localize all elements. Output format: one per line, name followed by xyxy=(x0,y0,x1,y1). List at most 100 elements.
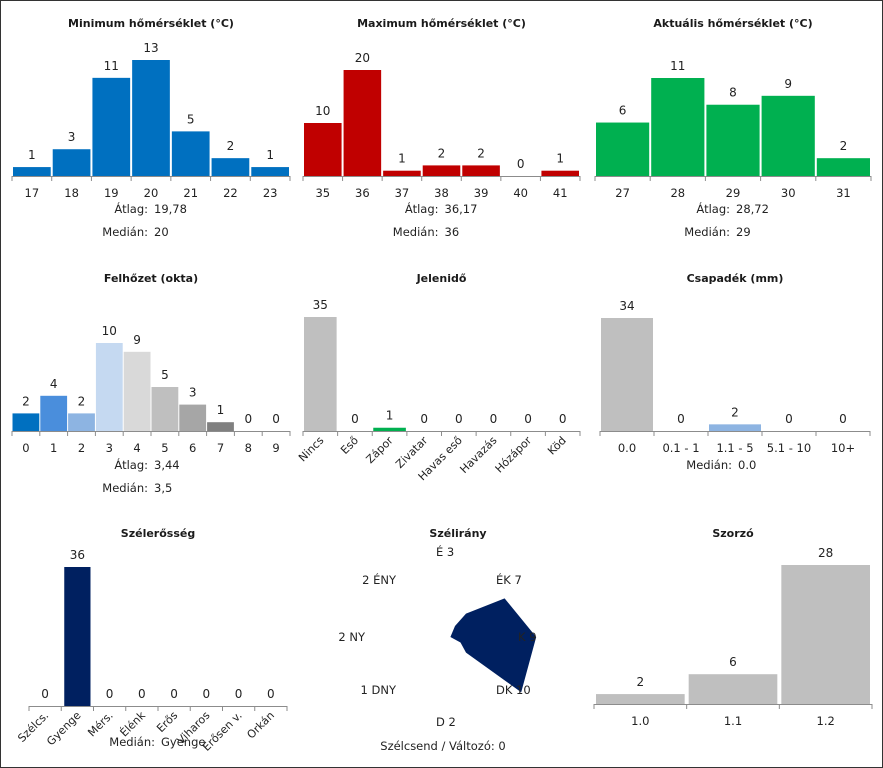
data-label: 2 xyxy=(840,139,848,153)
bar-1-0 xyxy=(596,694,685,704)
bar-21 xyxy=(171,131,210,176)
chart-wind-dir: Szélirány É 3 ÉK 7 K 9 DK 10 D 2 1 DNY 2 NY 2 ÉN… xyxy=(338,527,536,753)
data-label: 2 xyxy=(78,394,86,408)
data-label: 2 xyxy=(227,139,235,153)
tick-label: 1.2 xyxy=(817,714,835,728)
data-label: 4 xyxy=(50,377,58,391)
data-label: 1 xyxy=(398,152,406,166)
data-label: 34 xyxy=(619,299,634,313)
tick-label: 19 xyxy=(104,186,119,200)
tick-label: 0 xyxy=(22,441,29,455)
stat-label: Medián: xyxy=(102,481,148,495)
data-label: 0 xyxy=(203,687,211,701)
stat-value: 3,44 xyxy=(154,458,180,472)
bar-1-2 xyxy=(781,565,870,704)
stat-value: 36,17 xyxy=(445,202,478,216)
bar-37 xyxy=(383,170,421,176)
data-label: 0 xyxy=(785,412,793,426)
tick-label: Erős xyxy=(154,709,180,735)
chart-title: Szorzó xyxy=(712,527,754,540)
data-label: 8 xyxy=(729,86,737,100)
bar-20 xyxy=(132,60,170,176)
bar-0 xyxy=(12,413,40,431)
data-label: 6 xyxy=(729,655,737,669)
bar-18 xyxy=(52,149,91,176)
data-label: 1 xyxy=(28,148,36,162)
data-label: 6 xyxy=(619,104,627,118)
bar-1 xyxy=(40,395,68,431)
tick-label: 7 xyxy=(217,441,224,455)
tick-label: Eső xyxy=(338,434,361,457)
tick-label: 31 xyxy=(836,186,851,200)
data-label: 0 xyxy=(106,687,114,701)
tick-label: Orkán xyxy=(244,709,277,742)
data-label: 0 xyxy=(455,412,463,426)
bar-27 xyxy=(596,122,650,176)
data-label: 2 xyxy=(22,394,30,408)
data-label: 10 xyxy=(315,104,330,118)
stat-value: Gyenge xyxy=(161,735,205,749)
tick-label: 23 xyxy=(263,186,278,200)
stat-label: Átlag: xyxy=(696,201,730,216)
data-label: 0 xyxy=(138,687,146,701)
stat-label: Medián: xyxy=(393,225,439,239)
tick-label: 9 xyxy=(272,441,279,455)
data-label: 36 xyxy=(70,548,85,562)
tick-label: Nincs xyxy=(296,434,327,465)
data-label: 9 xyxy=(784,77,792,91)
chart-title: Szélerősség xyxy=(121,527,195,540)
data-label: 2 xyxy=(438,146,446,160)
data-label: 0 xyxy=(235,687,243,701)
data-label: 5 xyxy=(187,112,195,126)
tick-label: 37 xyxy=(395,186,410,200)
stat-label: Medián: xyxy=(686,458,732,472)
data-label: 0 xyxy=(559,412,567,426)
tick-label: 0.1 - 1 xyxy=(662,441,699,455)
chart-title: Maximum hőmérséklet (°C) xyxy=(357,17,526,30)
bar-41 xyxy=(541,170,579,176)
stat-value: 36 xyxy=(445,225,460,239)
stat-value: 28,72 xyxy=(736,202,769,216)
tick-label: 29 xyxy=(726,186,741,200)
data-label: 28 xyxy=(818,546,833,560)
data-label: 10 xyxy=(102,324,117,338)
direction-label-dk: DK 10 xyxy=(496,683,531,697)
tick-label: 2 xyxy=(78,441,85,455)
data-label: 35 xyxy=(313,298,328,312)
tick-label: 3 xyxy=(106,441,113,455)
data-label: 1 xyxy=(266,148,274,162)
direction-label-ny: 2 NY xyxy=(338,630,366,644)
direction-label-e: É 3 xyxy=(436,544,454,559)
bar-35 xyxy=(304,123,342,176)
tick-label: 21 xyxy=(183,186,198,200)
direction-label-ek: ÉK 7 xyxy=(496,572,522,587)
stat-value: 19,78 xyxy=(154,202,187,216)
data-label: 0 xyxy=(244,412,252,426)
data-label: 2 xyxy=(731,405,739,419)
bar-36 xyxy=(343,70,382,176)
direction-label-dny: 1 DNY xyxy=(361,683,397,697)
tick-label: 35 xyxy=(315,186,330,200)
data-label: 2 xyxy=(637,675,645,689)
bar-1-1 xyxy=(688,674,778,704)
data-label: 13 xyxy=(143,41,158,55)
bar-nincs xyxy=(304,317,337,431)
data-label: 0 xyxy=(517,157,525,171)
tick-label: 1.1 xyxy=(724,714,742,728)
tick-label: 30 xyxy=(781,186,796,200)
stat-value: 29 xyxy=(736,225,751,239)
chart-title: Felhőzet (okta) xyxy=(104,272,198,285)
data-label: 0 xyxy=(170,687,178,701)
bar-31 xyxy=(816,158,870,176)
direction-label-eny: 2 ÉNY xyxy=(362,572,397,587)
stat-label: Átlag: xyxy=(405,201,439,216)
data-label: 0 xyxy=(267,687,275,701)
bar-3 xyxy=(95,343,123,431)
data-label: 0 xyxy=(677,412,685,426)
stat-value: 3,5 xyxy=(154,481,172,495)
tick-label: 36 xyxy=(355,186,370,200)
direction-label-k: K 9 xyxy=(518,630,537,644)
data-label: 11 xyxy=(670,59,685,73)
tick-label: 4 xyxy=(133,441,140,455)
